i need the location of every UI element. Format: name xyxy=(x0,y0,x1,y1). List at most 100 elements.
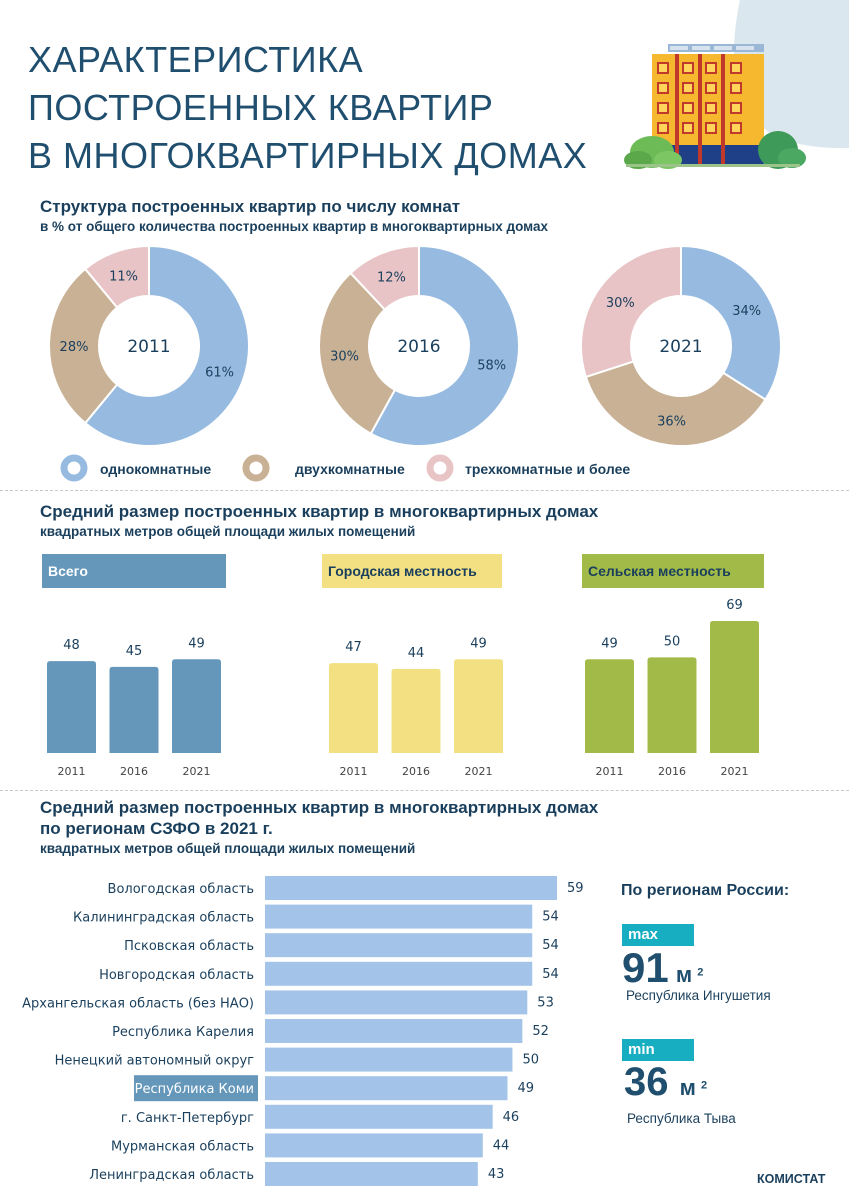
region-bar-4 xyxy=(265,990,528,1015)
bar-urban-2021 xyxy=(454,659,503,753)
bar-urban-value-2021: 49 xyxy=(470,636,487,651)
section1-subtitle: в % от общего количества построенных ква… xyxy=(40,219,548,234)
region-value-10: 43 xyxy=(488,1167,505,1182)
max-unit-sup: 2 xyxy=(697,966,704,979)
bar-rural-2011 xyxy=(585,659,634,753)
region-label-1: Калининградская область xyxy=(73,911,254,926)
bar-charts: 48 2011 45 2016 49 2021 47 2011 44 2016 49 2021 49 20… xyxy=(47,598,759,778)
region-value-0: 59 xyxy=(567,881,584,896)
category-urban: Городская местность xyxy=(322,554,502,588)
region-value-5: 52 xyxy=(532,1024,549,1039)
region-label-5: Республика Карелия xyxy=(112,1025,254,1040)
region-value-8: 46 xyxy=(503,1110,520,1125)
section2-title: Средний размер построенных квартир в мно… xyxy=(40,502,599,521)
bar-rural-value-2011: 49 xyxy=(601,636,618,651)
region-value-2: 54 xyxy=(542,938,559,953)
building-icon xyxy=(652,44,764,167)
section3-title-line1: Средний размер построенных квартир в мно… xyxy=(40,798,599,817)
legend-label-three-room: трехкомнатные и более xyxy=(465,461,631,477)
donut-2011-label-0: 61% xyxy=(205,365,234,380)
region-value-9: 44 xyxy=(493,1138,510,1153)
bar-total-value-2021: 49 xyxy=(188,636,205,651)
region-bar-2 xyxy=(265,933,533,958)
title-line-2: ПОСТРОЕННЫХ КВАРТИР xyxy=(28,87,494,128)
region-bar-8 xyxy=(265,1104,493,1129)
bar-rural-value-2021: 69 xyxy=(726,598,743,613)
bar-total-year-2011: 2011 xyxy=(58,765,86,778)
legend-label-two-room: двухкомнатные xyxy=(295,461,405,477)
page-title: ХАРАКТЕРИСТИКА ПОСТРОЕННЫХ КВАРТИР В МНО… xyxy=(28,36,587,180)
bar-urban-value-2016: 44 xyxy=(408,646,425,661)
bar-urban-year-2011: 2011 xyxy=(340,765,368,778)
region-label-2: Псковская область xyxy=(124,939,254,954)
donut-2011-label-1: 28% xyxy=(60,340,89,355)
region-bar-9 xyxy=(265,1133,483,1158)
donut-2016-label-1: 30% xyxy=(330,349,359,364)
bush-right-icon xyxy=(758,131,806,169)
bar-urban-year-2021: 2021 xyxy=(465,765,493,778)
min-region: Республика Тыва xyxy=(627,1111,736,1126)
donut-2016-label-0: 58% xyxy=(477,359,506,374)
donut-charts: 61% 28% 11% 2011 58% 30% 12% 2016 34% 36% 30% 2021 xyxy=(48,244,782,447)
title-line-1: ХАРАКТЕРИСТИКА xyxy=(28,39,364,80)
max-region: Республика Ингушетия xyxy=(626,988,771,1003)
donut-2011-slice-2 xyxy=(83,244,150,309)
min-value: 36 xyxy=(624,1060,669,1104)
category-rural: Сельская местность xyxy=(582,554,764,588)
legend-swatch-three-room xyxy=(426,454,454,482)
region-bar-10 xyxy=(265,1162,478,1186)
max-value-group: 91 м 2 xyxy=(622,944,704,991)
bar-total-2016 xyxy=(109,666,159,753)
region-value-4: 53 xyxy=(537,995,554,1010)
region-label-7: Республика Коми xyxy=(135,1082,254,1097)
divider-2 xyxy=(0,790,849,791)
bar-urban-year-2016: 2016 xyxy=(402,765,430,778)
max-value: 91 xyxy=(622,944,669,991)
region-bar-3 xyxy=(265,961,533,986)
bar-rural-2021 xyxy=(710,621,759,753)
russia-title: По регионам России: xyxy=(621,882,790,899)
bar-rural-value-2016: 50 xyxy=(664,634,681,649)
region-label-3: Новгородская область xyxy=(99,968,254,983)
bar-rural-year-2021: 2021 xyxy=(721,765,749,778)
donut-2016-slice-2 xyxy=(349,244,420,311)
donut-2011-label-2: 11% xyxy=(109,269,138,284)
section3-subtitle: квадратных метров общей площади жилых по… xyxy=(40,841,416,856)
donut-2021-label-2: 30% xyxy=(606,296,635,311)
donut-2021-year: 2021 xyxy=(659,337,702,357)
donut-2016-year: 2016 xyxy=(397,337,440,357)
region-label-0: Вологодская область xyxy=(108,882,254,897)
donut-2016-slice-1 xyxy=(318,271,397,435)
donut-2021-slice-0 xyxy=(680,244,782,401)
region-label-9: Мурманская область xyxy=(111,1139,254,1154)
min-unit-sup: 2 xyxy=(700,1079,708,1092)
legend-swatch-two-room xyxy=(242,454,270,482)
donut-2011-year: 2011 xyxy=(127,337,170,357)
source-label: КОМИСТАТ xyxy=(757,1172,826,1186)
max-tag: max xyxy=(622,924,694,946)
region-label-10: Ленинградская область xyxy=(89,1168,254,1183)
donut-2016-slice-0 xyxy=(369,244,520,447)
building-illustration xyxy=(624,0,849,169)
region-value-1: 54 xyxy=(542,910,559,925)
bar-total-year-2016: 2016 xyxy=(120,765,148,778)
min-tag: min xyxy=(622,1039,694,1061)
region-bar-0 xyxy=(265,876,557,900)
region-label-8: г. Санкт-Петербург xyxy=(121,1111,254,1126)
region-highlight-box xyxy=(134,1075,258,1102)
bar-urban-2016 xyxy=(391,668,441,753)
section2-subtitle: квадратных метров общей площади жилых по… xyxy=(40,524,416,539)
region-bar-5 xyxy=(265,1019,523,1043)
bar-urban-value-2011: 47 xyxy=(345,640,362,655)
region-label-6: Ненецкий автономный округ xyxy=(55,1054,255,1069)
region-value-6: 50 xyxy=(522,1053,539,1068)
region-value-3: 54 xyxy=(542,967,559,982)
donut-2021-slice-1 xyxy=(584,360,767,447)
donut-2011-slice-1 xyxy=(48,267,119,425)
title-line-3: В МНОГОКВАРТИРНЫХ ДОМАХ xyxy=(28,135,588,176)
divider-1 xyxy=(0,490,849,491)
max-unit: м xyxy=(675,962,693,987)
bar-rural-year-2016: 2016 xyxy=(658,765,686,778)
donut-2021-label-1: 36% xyxy=(657,414,686,429)
region-bar-1 xyxy=(265,904,533,929)
